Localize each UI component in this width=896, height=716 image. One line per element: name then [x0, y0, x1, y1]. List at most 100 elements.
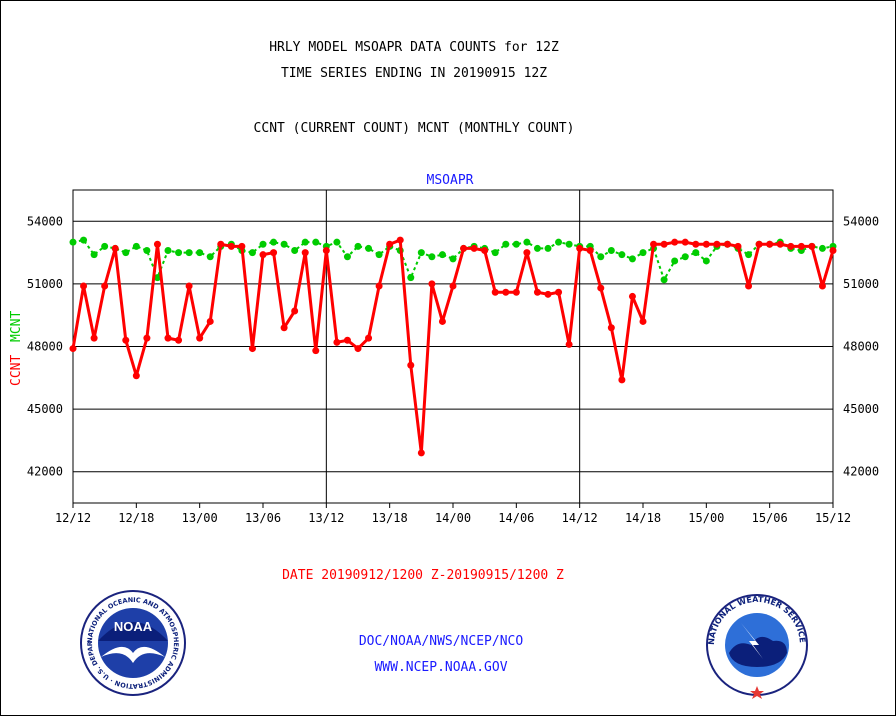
mcnt-point [270, 238, 278, 246]
mcnt-point [523, 238, 531, 246]
day-dividers [325, 190, 581, 503]
x-tick-label: 15/00 [688, 511, 724, 525]
ccnt-point [449, 282, 457, 290]
url-label[interactable]: WWW.NCEP.NOAA.GOV [374, 660, 507, 675]
star-icon [750, 686, 764, 699]
ccnt-point [533, 288, 541, 296]
mcnt-point [407, 274, 415, 282]
ccnt-point [101, 282, 109, 290]
y-tick-labels: 42000 42000 45000 45000 48000 48000 51000 51000… [27, 214, 879, 478]
x-tick-label: 14/06 [498, 511, 534, 525]
ccnt-point [354, 345, 362, 353]
x-tick-labels: 12/12 12/18 13/00 13/06 13/12 13/18 14/00 14/06… [55, 503, 851, 525]
ccnt-point [755, 240, 763, 248]
mcnt-point [607, 247, 615, 255]
ccnt-point [248, 345, 256, 353]
chart-title-line1: HRLY MODEL MSOAPR DATA COUNTS for 12Z [269, 40, 559, 55]
mcnt-point [681, 253, 689, 261]
x-tick-label: 14/18 [625, 511, 661, 525]
x-tick-label: 13/18 [372, 511, 408, 525]
ccnt-point [818, 282, 826, 290]
mcnt-point [533, 244, 541, 252]
ccnt-point [555, 288, 563, 296]
mcnt-point [175, 249, 183, 257]
ccnt-point [217, 240, 225, 248]
ccnt-point [333, 338, 341, 346]
ccnt-point [175, 336, 183, 344]
ccnt-point [69, 345, 77, 353]
ccnt-point [122, 336, 130, 344]
ccnt-point [544, 290, 552, 298]
ccnt-point [164, 334, 172, 342]
ccnt-point [671, 238, 679, 246]
ccnt-point [481, 247, 489, 255]
mcnt-point [101, 242, 109, 250]
mcnt-point [80, 236, 88, 244]
ccnt-point [143, 334, 151, 342]
ccnt-point [491, 288, 499, 296]
mcnt-point [206, 253, 214, 261]
y-tick-label-left: 42000 [27, 465, 63, 479]
mcnt-point [438, 251, 446, 259]
mcnt-point [502, 240, 510, 248]
series-ccnt [69, 236, 837, 457]
mcnt-point [196, 249, 204, 257]
ccnt-point [502, 288, 510, 296]
mcnt-point [312, 238, 320, 246]
ccnt-point [576, 244, 584, 252]
ccnt-point [206, 317, 214, 325]
y-tick-label-left: 48000 [27, 340, 63, 354]
ccnt-point [438, 317, 446, 325]
ccnt-point [639, 317, 647, 325]
ccnt-point [787, 242, 795, 250]
nws-logo: NATIONAL WEATHER SERVICE [706, 594, 808, 699]
ccnt-point [745, 282, 753, 290]
cloud-icon [729, 636, 787, 667]
ccnt-point [723, 240, 731, 248]
mcnt-point [343, 253, 351, 261]
mcnt-point [132, 242, 140, 250]
ccnt-point [291, 307, 299, 315]
ccnt-point [365, 334, 373, 342]
mcnt-point [449, 255, 457, 263]
x-tick-label: 13/00 [182, 511, 218, 525]
x-tick-label: 15/12 [815, 511, 851, 525]
mcnt-point [333, 238, 341, 246]
y-tick-label-right: 42000 [843, 465, 879, 479]
y-tick-label-left: 45000 [27, 402, 63, 416]
x-tick-label: 13/06 [245, 511, 281, 525]
ccnt-point [259, 251, 267, 259]
ccnt-point [512, 288, 520, 296]
mcnt-point [248, 249, 256, 257]
mcnt-point [555, 238, 563, 246]
ccnt-point [396, 236, 404, 244]
ccnt-point [238, 242, 246, 250]
mcnt-point [702, 257, 710, 265]
mcnt-point [491, 249, 499, 257]
mcnt-point [164, 247, 172, 255]
mcnt-point [280, 240, 288, 248]
ccnt-point [111, 244, 119, 252]
ccnt-point [607, 324, 615, 332]
ccnt-point [702, 240, 710, 248]
ccnt-point [343, 336, 351, 344]
ccnt-point [407, 361, 415, 369]
ccnt-point [766, 240, 774, 248]
x-tick-label: 14/00 [435, 511, 471, 525]
ccnt-point [565, 340, 573, 348]
ccnt-point [618, 376, 626, 384]
chart-subtitle: CCNT (CURRENT COUNT) MCNT (MONTHLY COUNT… [254, 121, 575, 136]
ccnt-point [586, 247, 594, 255]
mcnt-point [565, 240, 573, 248]
ccnt-point [829, 247, 837, 255]
ccnt-point [90, 334, 98, 342]
x-tick-label: 13/12 [308, 511, 344, 525]
ccnt-point [628, 292, 636, 300]
ccnt-point [692, 240, 700, 248]
mcnt-point [365, 244, 373, 252]
mcnt-point [301, 238, 309, 246]
mcnt-point [745, 251, 753, 259]
ccnt-point [650, 240, 658, 248]
x-tick-label: 15/06 [752, 511, 788, 525]
